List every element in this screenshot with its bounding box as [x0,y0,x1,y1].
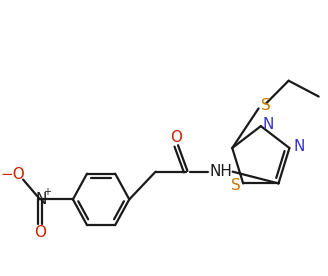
Text: N: N [263,117,274,132]
Text: +: + [43,187,51,197]
Text: S: S [261,98,271,113]
Text: S: S [231,178,240,193]
Text: O: O [34,225,46,240]
Text: N: N [35,192,47,207]
Text: NH: NH [210,164,233,179]
Text: O: O [170,131,182,145]
Text: N: N [293,139,304,153]
Text: −O: −O [0,167,25,182]
